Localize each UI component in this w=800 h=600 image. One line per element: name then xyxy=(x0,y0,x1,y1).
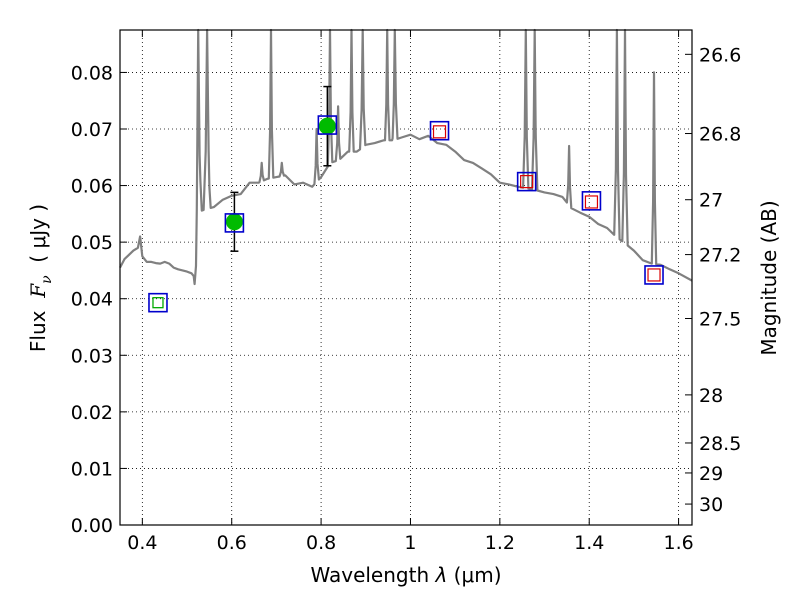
observed-marker xyxy=(318,117,336,135)
x-tick-label: 0.8 xyxy=(306,532,336,554)
x-tick-label: 0.6 xyxy=(217,532,247,554)
observed-marker xyxy=(225,213,243,231)
x-tick-label: 0.4 xyxy=(127,532,157,554)
y2-tick-label: 26.6 xyxy=(699,44,741,66)
y-axis-unit: ( μJy ) xyxy=(26,204,50,276)
y-tick-label: 0.01 xyxy=(71,458,113,480)
predicted-marker xyxy=(584,195,599,209)
x-tick-label: 1 xyxy=(404,532,416,554)
model-marker xyxy=(516,171,537,192)
model-marker xyxy=(429,120,450,141)
model-marker xyxy=(224,213,245,233)
y2-tick-label: 26.8 xyxy=(699,124,741,146)
y2-tick-label: 28.5 xyxy=(699,433,741,455)
y2-tick-label: 29 xyxy=(699,463,723,485)
predicted-marker xyxy=(520,175,534,189)
y2-tick-label: 27.5 xyxy=(699,309,741,331)
model-marker xyxy=(317,115,338,135)
y2-axis-label: Magnitude (AB) xyxy=(757,200,781,355)
y-tick-label: 0.05 xyxy=(71,232,113,254)
model-marker xyxy=(644,265,664,285)
y-axis-flux-symbol: F xyxy=(26,283,50,299)
points-layer xyxy=(148,85,664,313)
spectrum-line xyxy=(119,28,693,286)
predicted-marker xyxy=(647,268,661,282)
y-axis-label: Flux Fν ( μJy ) xyxy=(26,204,55,352)
x-tick-label: 1.6 xyxy=(663,532,693,554)
y2-tick-label: 27.2 xyxy=(699,245,741,267)
x-axis-label: Wavelength λ (μm) xyxy=(310,563,501,587)
spectrum-layer xyxy=(119,28,693,286)
y-axis-nu-subscript: ν xyxy=(39,275,55,284)
y-tick-label: 0.03 xyxy=(71,345,113,367)
x-axis-lambda: λ xyxy=(434,563,447,587)
y2-tick-label: 27 xyxy=(699,190,723,212)
predicted-marker xyxy=(432,125,447,139)
y-tick-label: 0.07 xyxy=(71,119,113,141)
x-axis-unit: (μm) xyxy=(447,563,501,587)
upper-limit-marker xyxy=(152,297,164,309)
y-tick-label: 0.00 xyxy=(71,515,113,537)
model-marker xyxy=(148,292,168,313)
model-marker xyxy=(581,191,602,211)
y-tick-label: 0.02 xyxy=(71,402,113,424)
x-tick-label: 1.4 xyxy=(574,532,604,554)
y2-tick-label: 30 xyxy=(699,494,723,516)
y2-tick-label: 28 xyxy=(699,385,723,407)
y-tick-label: 0.04 xyxy=(71,289,113,311)
y-tick-label: 0.08 xyxy=(71,62,113,84)
x-axis-label-prefix: Wavelength xyxy=(310,563,435,587)
ticks-layer: 0.4 0.6 0.8 1 1.2 1.4 1.6 0.00 0.01 0.02 0.03 0.04 0… xyxy=(71,30,741,554)
plot-frame xyxy=(119,29,693,526)
y-axis-label-prefix: Flux xyxy=(26,298,50,352)
x-tick-label: 1.2 xyxy=(485,532,515,554)
y-tick-label: 0.06 xyxy=(71,176,113,198)
